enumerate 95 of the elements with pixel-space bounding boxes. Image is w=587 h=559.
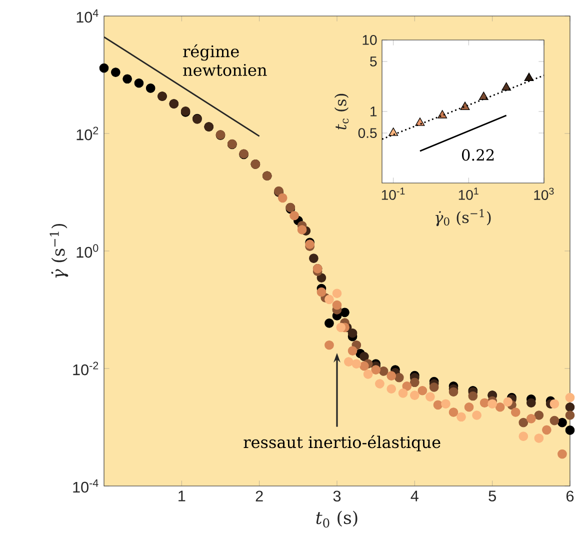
point [558,418,567,428]
point [386,371,396,381]
point [480,398,490,408]
x-tick-label: 5 [488,490,496,502]
point [378,366,388,376]
point [122,74,132,84]
point [375,379,384,388]
y-tick-label: 0.5 [358,128,377,138]
y-tick-label: 10 [362,35,377,45]
point [134,78,144,88]
point [433,400,443,410]
point [332,288,342,298]
point [534,434,544,443]
point [110,68,120,77]
point [360,352,369,362]
point [410,390,420,400]
point [495,402,505,412]
point [565,426,575,435]
y-axis-title: γ̇ (s$^{−1}$) [50,224,68,278]
x-tick-label: 3 [333,490,341,502]
point [316,273,326,282]
point [394,372,404,382]
point [386,384,396,394]
point [297,225,307,234]
x-tick-label: 2 [256,490,263,502]
y-tick-label: 5 [370,56,377,66]
x-axis-title: t$_{0}$ (s) [316,510,358,528]
point [448,408,458,417]
point [316,287,326,297]
point [448,387,458,397]
point [415,118,425,126]
point [99,63,109,73]
x-tick-label: 4 [410,490,418,502]
point [502,82,512,91]
point [518,432,528,442]
point [348,328,358,338]
y-axis-title: t$_{c}$ (s) [334,94,349,130]
point [550,416,560,426]
point [402,382,412,391]
point [332,300,342,310]
point [336,322,346,332]
point [426,392,435,402]
y-tick-label: 10$^{-4}$ [73,479,98,493]
point [360,361,369,371]
x-tick-label: 1 [178,490,186,502]
point [472,410,482,420]
point [526,414,536,424]
x-tick-label: 6 [566,490,574,502]
point [488,399,497,409]
x-tick-label: 10$^{1}$ [458,188,478,200]
point [290,210,299,220]
point [518,418,528,428]
point [510,408,520,417]
point [441,399,450,409]
point [410,378,420,388]
y-tick-label: 10$^{-2}$ [73,362,98,376]
point [565,410,575,420]
point [565,402,575,412]
annotation: 0.22 [462,149,494,161]
y-tick-label: 1 [370,106,377,116]
point [371,365,380,374]
point [340,308,350,318]
point [534,410,544,420]
point [278,193,288,203]
y-tick-label: 10$^{4}$ [76,9,98,23]
point [352,359,362,369]
point [456,412,466,422]
point [309,254,318,264]
point [565,392,575,402]
point [324,318,334,328]
x-tick-label: 10$^{-1}$ [382,188,405,200]
x-axis-title: γ̇$_{0}$ (s$^{−1}$) [436,209,491,226]
point [348,346,358,356]
y-tick-label: 10$^{0}$ [76,244,98,258]
point [344,357,354,366]
point [146,84,156,93]
annotation: régime newtonien [183,44,267,76]
annotation: ressaut inertio-élastique [244,435,440,452]
point [526,398,536,408]
point [503,397,513,407]
point [558,449,567,459]
point [468,391,478,401]
y-tick-label: 10$^{2}$ [76,126,98,140]
point [464,402,474,412]
point [550,399,560,409]
point [324,294,334,304]
point [460,102,470,110]
point [398,388,408,398]
point [363,370,373,379]
point [418,386,428,396]
point [429,382,439,392]
point [324,340,334,350]
x-tick-label: 10$^{3}$ [534,188,554,200]
point [524,72,534,81]
point [542,425,552,435]
